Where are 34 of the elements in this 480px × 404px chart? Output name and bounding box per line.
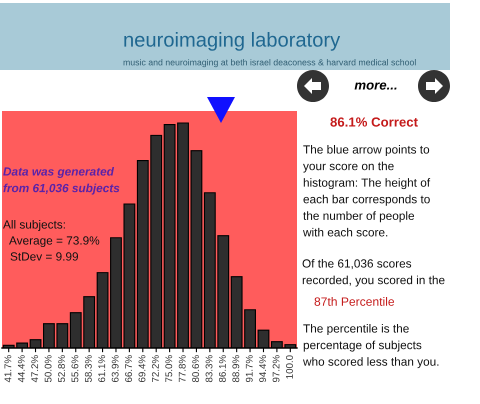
annotation: All subjects: <box>3 220 65 232</box>
text: The blue arrow points to your score on the histogram: The height of each bar corresponds to the number of people with each score. <box>302 145 430 236</box>
x-tick-label: 69.4% <box>138 355 146 382</box>
chart-subtitle: music and neuroimaging at beth israel deaconess & harvard medical school <box>124 59 416 68</box>
annotation: Data was generated from 61,036 subjects <box>3 167 120 195</box>
x-tick-label: 58.3% <box>84 355 92 382</box>
x-tick-label: 41.7% <box>4 355 12 382</box>
x-tick-label: 44.4% <box>18 355 25 382</box>
text: 86.1% Correct <box>330 117 418 127</box>
x-tick-label: 66.7% <box>125 355 132 382</box>
x-tick-label: 63.9% <box>112 355 119 382</box>
text: 87th Percentile <box>314 297 394 306</box>
x-tick-label: 97.2% <box>272 355 280 382</box>
x-tick-label: 47.2% <box>31 355 38 382</box>
x-tick-label: 55.6% <box>71 355 78 382</box>
x-tick-label: 72.2% <box>152 355 159 382</box>
chart-title: neuroimaging laboratory <box>124 32 340 51</box>
annotation: Average = 73.9% <box>9 236 100 248</box>
text: The percentile is the percentage of subjects who scored less than you. <box>302 324 438 368</box>
annotation: StDev = 9.99 <box>10 252 78 261</box>
x-tick-label: 88.9% <box>232 355 240 382</box>
text: more... <box>354 82 397 90</box>
x-tick-label: 75.0% <box>165 355 172 382</box>
x-tick-label: 80.6% <box>192 355 200 382</box>
x-tick-label: 91.7% <box>246 355 253 382</box>
x-tick-label: 100.0 <box>286 355 293 379</box>
x-tick-label: 77.8% <box>178 355 186 382</box>
text: Of the 61,036 scores recorded, you scored in the <box>302 259 445 287</box>
x-tick-label: 94.4% <box>259 355 266 382</box>
x-tick-label: 61.1% <box>98 355 106 382</box>
x-tick-label: 83.3% <box>206 355 212 382</box>
x-tick-label: 86.1% <box>218 355 226 382</box>
x-tick-label: 50.0% <box>44 355 52 382</box>
x-tick-label: 52.8% <box>58 355 65 382</box>
